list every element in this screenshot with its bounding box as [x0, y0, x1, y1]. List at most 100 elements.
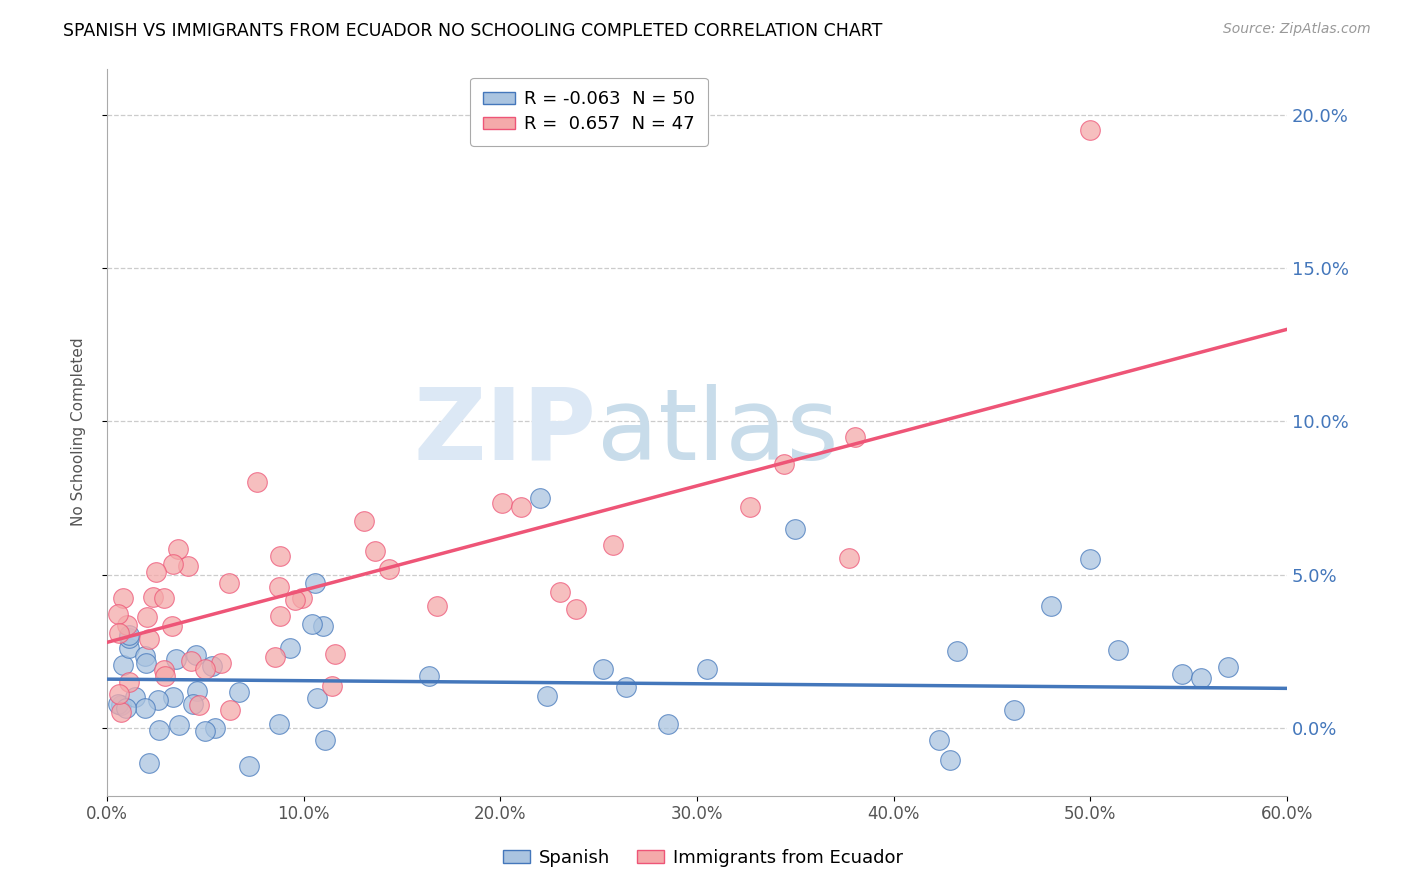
Point — [118, 628, 141, 642]
Point — [162, 690, 184, 704]
Y-axis label: No Schooling Completed: No Schooling Completed — [72, 338, 86, 526]
Point — [134, 648, 156, 663]
Point — [1171, 666, 1194, 681]
Point — [246, 475, 269, 490]
Point — [107, 697, 129, 711]
Point — [146, 693, 169, 707]
Point — [838, 551, 860, 566]
Point — [108, 687, 131, 701]
Point — [110, 698, 132, 712]
Point — [124, 690, 146, 705]
Point — [284, 592, 307, 607]
Point — [1039, 599, 1062, 613]
Point — [152, 591, 174, 605]
Point — [186, 684, 208, 698]
Point — [602, 539, 624, 553]
Point — [696, 662, 718, 676]
Legend: Spanish, Immigrants from Ecuador: Spanish, Immigrants from Ecuador — [495, 842, 911, 874]
Point — [536, 689, 558, 703]
Point — [564, 602, 586, 616]
Point — [169, 717, 191, 731]
Point — [364, 544, 387, 558]
Point — [166, 542, 188, 557]
Legend: R = -0.063  N = 50, R =  0.657  N = 47: R = -0.063 N = 50, R = 0.657 N = 47 — [470, 78, 707, 146]
Point — [134, 701, 156, 715]
Point — [135, 656, 157, 670]
Point — [142, 590, 165, 604]
Point — [323, 647, 346, 661]
Point — [204, 721, 226, 735]
Point — [426, 599, 449, 613]
Point — [304, 575, 326, 590]
Point — [180, 654, 202, 668]
Point — [1191, 671, 1213, 685]
Point — [592, 663, 614, 677]
Point — [378, 562, 401, 576]
Text: atlas: atlas — [596, 384, 838, 481]
Point — [228, 685, 250, 699]
Point — [321, 679, 343, 693]
Point — [946, 644, 969, 658]
Point — [153, 663, 176, 677]
Point — [1078, 552, 1101, 566]
Point — [738, 500, 761, 515]
Point — [509, 500, 531, 514]
Point — [291, 591, 314, 605]
Point — [657, 717, 679, 731]
Point — [145, 565, 167, 579]
Point — [263, 649, 285, 664]
Point — [110, 705, 132, 719]
Point — [550, 585, 572, 599]
Point — [148, 723, 170, 737]
Point — [118, 631, 141, 645]
Point — [153, 669, 176, 683]
Point — [844, 430, 866, 444]
Text: Source: ZipAtlas.com: Source: ZipAtlas.com — [1223, 22, 1371, 37]
Point — [118, 674, 141, 689]
Point — [107, 607, 129, 622]
Text: SPANISH VS IMMIGRANTS FROM ECUADOR NO SCHOOLING COMPLETED CORRELATION CHART: SPANISH VS IMMIGRANTS FROM ECUADOR NO SC… — [63, 22, 883, 40]
Point — [160, 618, 183, 632]
Text: ZIP: ZIP — [413, 384, 596, 481]
Point — [111, 591, 134, 606]
Point — [138, 632, 160, 646]
Point — [1002, 703, 1025, 717]
Point — [165, 652, 187, 666]
Point — [269, 608, 291, 623]
Point — [785, 522, 807, 536]
Point — [108, 626, 131, 640]
Point — [529, 491, 551, 505]
Point — [301, 616, 323, 631]
Point — [269, 549, 291, 564]
Point — [117, 617, 139, 632]
Point — [1216, 660, 1239, 674]
Point — [267, 580, 290, 594]
Point — [115, 701, 138, 715]
Point — [418, 669, 440, 683]
Point — [1107, 642, 1129, 657]
Point — [238, 759, 260, 773]
Point — [278, 641, 301, 656]
Point — [136, 610, 159, 624]
Point — [201, 659, 224, 673]
Point — [177, 558, 200, 573]
Point — [1078, 123, 1101, 137]
Point — [939, 753, 962, 767]
Point — [162, 558, 184, 572]
Point — [267, 717, 290, 731]
Point — [219, 703, 242, 717]
Point — [491, 496, 513, 510]
Point — [194, 662, 217, 676]
Point — [209, 656, 232, 670]
Point — [773, 457, 796, 471]
Point — [194, 723, 217, 738]
Point — [305, 690, 328, 705]
Point — [312, 619, 335, 633]
Point — [117, 641, 139, 656]
Point — [184, 648, 207, 662]
Point — [353, 515, 375, 529]
Point — [218, 576, 240, 591]
Point — [187, 698, 209, 712]
Point — [314, 732, 336, 747]
Point — [614, 680, 637, 694]
